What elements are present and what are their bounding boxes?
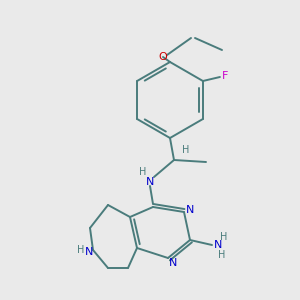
Text: H: H — [220, 232, 228, 242]
Text: H: H — [182, 145, 190, 155]
Text: O: O — [159, 52, 167, 62]
Text: H: H — [218, 250, 226, 260]
Text: H: H — [77, 245, 85, 255]
Text: N: N — [186, 205, 194, 215]
Text: N: N — [85, 247, 93, 257]
Text: N: N — [169, 258, 177, 268]
Text: F: F — [222, 71, 228, 81]
Text: N: N — [214, 240, 222, 250]
Text: N: N — [146, 177, 154, 187]
Text: H: H — [139, 167, 147, 177]
